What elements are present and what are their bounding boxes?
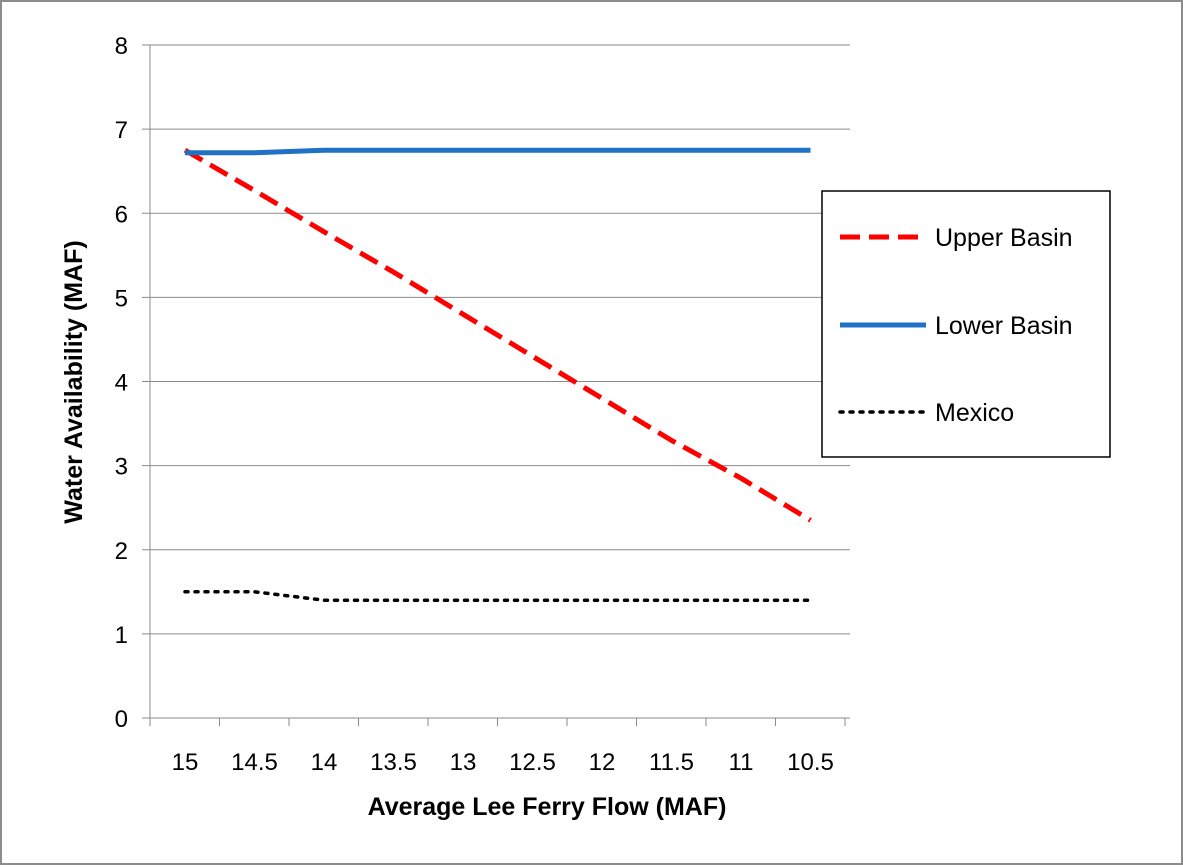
x-tick-label: 11	[729, 749, 754, 776]
y-tick-label: 1	[115, 622, 128, 649]
x-tick-label: 13	[450, 749, 477, 776]
legend-label: Mexico	[935, 399, 1014, 427]
gridlines	[150, 44, 850, 635]
x-tick-label: 14	[311, 749, 338, 776]
legend-label: Lower Basin	[935, 312, 1073, 340]
series-line-mexico	[183, 590, 813, 602]
x-tick-label: 13.5	[370, 749, 417, 776]
legend: Upper Basin Lower Basin Mexico	[821, 190, 1111, 458]
x-tick-label: 12.5	[509, 749, 556, 776]
y-tick-label: 7	[115, 117, 128, 144]
y-tick-label: 0	[115, 706, 128, 733]
x-axis-title: Average Lee Ferry Flow (MAF)	[368, 793, 727, 821]
x-tick-label: 14.5	[231, 749, 278, 776]
y-axis-title: Water Availability (MAF)	[60, 240, 88, 523]
x-tick-label: 11.5	[649, 749, 694, 776]
y-tick-label: 8	[115, 33, 128, 60]
legend-label: Upper Basin	[935, 224, 1073, 252]
y-tick-label: 6	[115, 201, 128, 228]
x-tick-label: 12	[589, 749, 616, 776]
x-tick-label: 15	[172, 749, 199, 776]
y-tick-label: 5	[115, 285, 128, 312]
y-tick-label: 3	[115, 454, 128, 481]
series-lines	[183, 147, 813, 602]
y-tick-label: 2	[115, 538, 128, 565]
x-tick-label: 10.5	[787, 749, 834, 776]
y-tick-label: 4	[115, 370, 128, 397]
series-line-lower-basin	[185, 147, 811, 156]
axes	[142, 44, 850, 726]
series-line-upper-basin	[183, 148, 812, 523]
